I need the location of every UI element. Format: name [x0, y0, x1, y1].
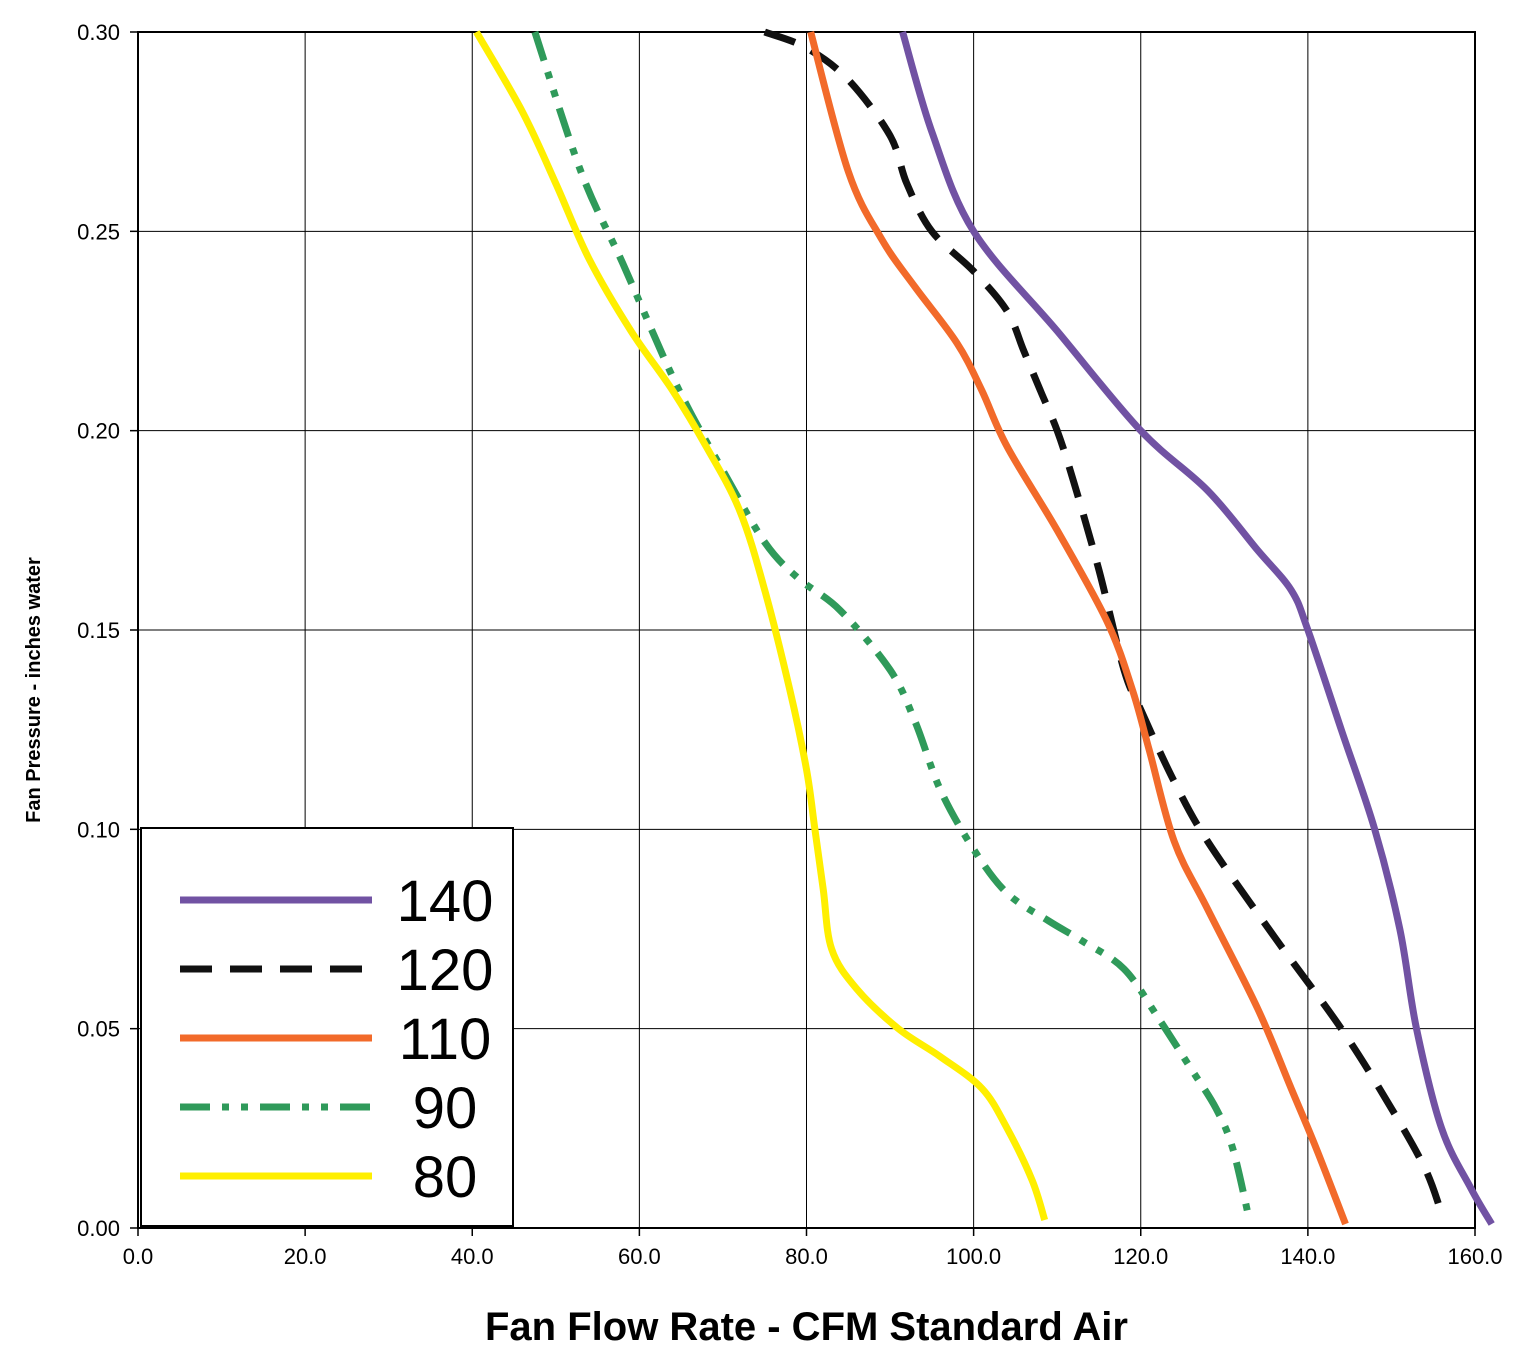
series-line-90 [531, 30, 1253, 1221]
x-tick-label: 0.0 [123, 1244, 154, 1269]
x-tick-label: 60.0 [618, 1244, 661, 1269]
x-tick-label: 80.0 [785, 1244, 828, 1269]
x-tick-label: 40.0 [451, 1244, 494, 1269]
x-tick-label: 100.0 [946, 1244, 1001, 1269]
x-tick-label: 120.0 [1113, 1244, 1168, 1269]
x-tick-label: 160.0 [1447, 1244, 1502, 1269]
y-tick-label: 0.05 [77, 1017, 120, 1042]
y-tick-label: 0.20 [77, 419, 120, 444]
series-line-140 [899, 31, 1495, 1226]
series-line-110 [807, 31, 1349, 1226]
series-lines [473, 28, 1495, 1226]
legend-label-140: 140 [397, 869, 494, 934]
x-axis-title: Fan Flow Rate - CFM Standard Air [485, 1305, 1128, 1349]
x-tick-label: 140.0 [1280, 1244, 1335, 1269]
x-axis-ticks: 0.0 20.0 40.0 60.0 80.0 100.0 120.0 140.0 160.0 [123, 1228, 1503, 1269]
y-tick-label: 0.25 [77, 219, 120, 244]
y-axis-title: Fan Pressure - inches water [23, 557, 45, 823]
y-axis-ticks: 0.00 0.05 0.10 0.15 0.20 0.25 0.30 [77, 20, 138, 1241]
y-tick-label: 0.00 [77, 1216, 120, 1241]
legend-box [140, 827, 514, 1227]
legend-label-110: 110 [399, 1007, 491, 1072]
y-tick-label: 0.15 [77, 618, 120, 643]
x-tick-label: 20.0 [284, 1244, 327, 1269]
legend-label-80: 80 [413, 1145, 478, 1210]
series-line-120 [763, 28, 1444, 1210]
legend-label-120: 120 [397, 938, 494, 1003]
legend-label-90: 90 [413, 1076, 478, 1141]
y-tick-label: 0.10 [77, 817, 120, 842]
y-tick-label: 0.30 [77, 20, 120, 45]
series-line-80 [473, 30, 1049, 1222]
